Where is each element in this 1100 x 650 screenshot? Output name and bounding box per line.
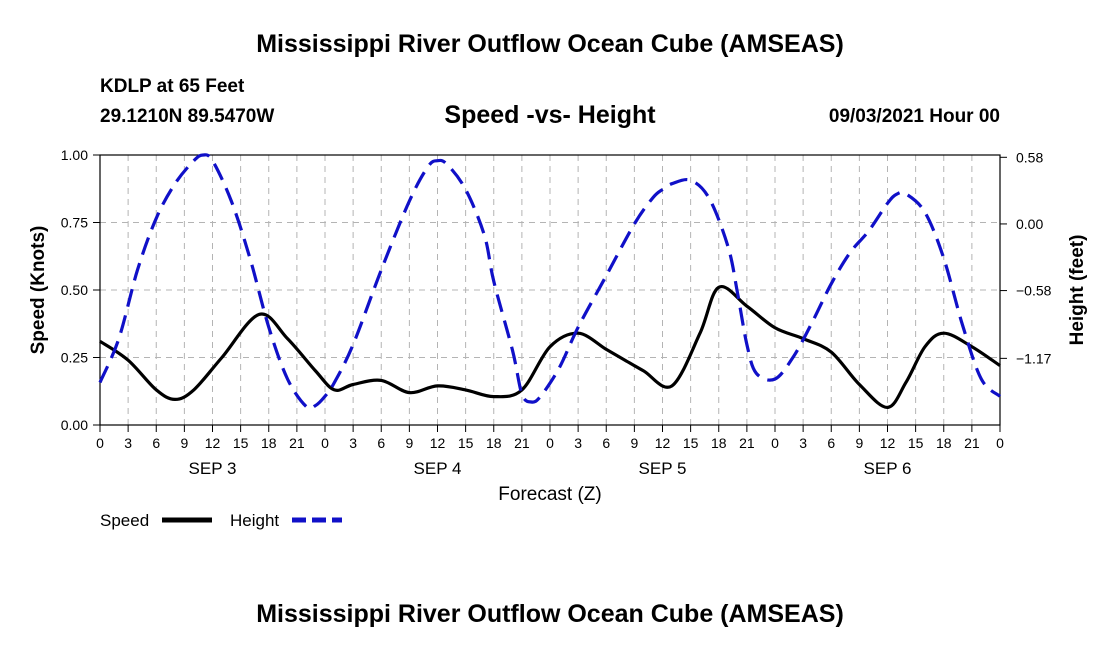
x-tick-label: 0 bbox=[321, 435, 329, 451]
y-tick-label: 0.25 bbox=[61, 350, 88, 366]
x-tick-label: 15 bbox=[683, 435, 699, 451]
x-tick-label: 9 bbox=[855, 435, 863, 451]
x-tick-label: 3 bbox=[574, 435, 582, 451]
y-tick-label: 0.00 bbox=[61, 417, 88, 433]
height-series-line bbox=[98, 153, 1002, 411]
y2-axis-title: Height (feet) bbox=[1067, 235, 1088, 346]
x-tick-label: 0 bbox=[96, 435, 104, 451]
x-tick-label: 21 bbox=[739, 435, 755, 451]
legend-speed-label: Speed bbox=[100, 511, 149, 530]
x-tick-label: 6 bbox=[827, 435, 835, 451]
x-tick-label: 6 bbox=[377, 435, 385, 451]
speed-series-line bbox=[99, 284, 1001, 409]
x-tick-label: 3 bbox=[799, 435, 807, 451]
x-tick-label: 15 bbox=[233, 435, 249, 451]
station-coordinates: 29.1210N 89.5470W bbox=[100, 106, 275, 127]
legend-height-label: Height bbox=[230, 511, 279, 530]
x-tick-label: 15 bbox=[908, 435, 924, 451]
x-tick-label: 12 bbox=[880, 435, 896, 451]
station-label: KDLP at 65 Feet bbox=[100, 76, 245, 97]
x-tick-label: 0 bbox=[996, 435, 1004, 451]
x-tick-label: 21 bbox=[964, 435, 980, 451]
chart-title: Speed -vs- Height bbox=[444, 101, 656, 129]
x-tick-label: 6 bbox=[602, 435, 610, 451]
x-tick-label: 15 bbox=[458, 435, 474, 451]
day-label: SEP 4 bbox=[414, 459, 462, 478]
y2-tick-label: −1.17 bbox=[1016, 350, 1052, 366]
x-tick-label: 0 bbox=[771, 435, 779, 451]
top-title: Mississippi River Outflow Ocean Cube (AM… bbox=[256, 30, 844, 58]
bottom-title: Mississippi River Outflow Ocean Cube (AM… bbox=[256, 600, 844, 628]
x-tick-label: 18 bbox=[486, 435, 502, 451]
x-tick-label: 6 bbox=[152, 435, 160, 451]
day-label: SEP 5 bbox=[639, 459, 687, 478]
x-tick-label: 12 bbox=[430, 435, 446, 451]
y2-tick-label: −0.58 bbox=[1016, 283, 1052, 299]
y-tick-label: 1.00 bbox=[61, 147, 88, 163]
x-tick-label: 18 bbox=[936, 435, 952, 451]
x-tick-label: 21 bbox=[289, 435, 305, 451]
x-axis-title: Forecast (Z) bbox=[498, 484, 601, 505]
day-label: SEP 6 bbox=[864, 459, 912, 478]
x-tick-label: 3 bbox=[124, 435, 132, 451]
y-axis-title: Speed (Knots) bbox=[28, 226, 49, 355]
y-tick-label: 0.50 bbox=[61, 282, 88, 298]
y2-tick-label: 0.00 bbox=[1016, 216, 1043, 232]
x-tick-label: 9 bbox=[405, 435, 413, 451]
y2-tick-label: 0.58 bbox=[1016, 149, 1043, 165]
x-tick-label: 9 bbox=[180, 435, 188, 451]
x-tick-label: 21 bbox=[514, 435, 530, 451]
day-label: SEP 3 bbox=[189, 459, 237, 478]
forecast-date: 09/03/2021 Hour 00 bbox=[828, 106, 1000, 127]
x-tick-label: 9 bbox=[630, 435, 638, 451]
x-tick-label: 3 bbox=[349, 435, 357, 451]
x-tick-label: 12 bbox=[205, 435, 221, 451]
x-tick-label: 12 bbox=[655, 435, 671, 451]
x-tick-label: 18 bbox=[261, 435, 277, 451]
y-tick-label: 0.75 bbox=[61, 215, 88, 231]
x-tick-label: 18 bbox=[711, 435, 727, 451]
x-tick-label: 0 bbox=[546, 435, 554, 451]
